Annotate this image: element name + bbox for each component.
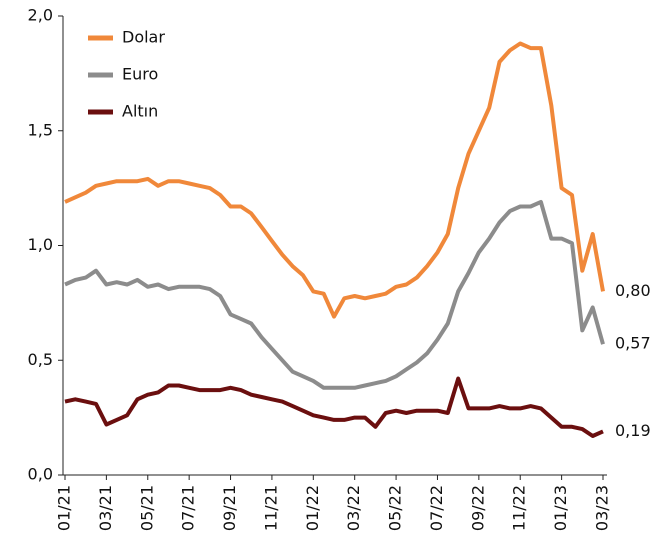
legend-label: Dolar <box>122 28 165 47</box>
x-tick-label: 03/22 <box>344 485 363 531</box>
x-tick-label: 11/22 <box>510 485 529 531</box>
y-tick-label: 0,5 <box>28 350 53 369</box>
end-label: 0,57 <box>615 334 651 353</box>
x-tick-label: 09/21 <box>220 485 239 531</box>
end-label: 0,80 <box>615 281 651 300</box>
x-tick-label: 09/22 <box>468 485 487 531</box>
x-tick-label: 05/22 <box>386 485 405 531</box>
line-series <box>64 41 605 319</box>
y-tick-label: 1,5 <box>28 120 53 139</box>
y-tick-label: 1,0 <box>28 235 53 254</box>
x-tick-label: 03/23 <box>593 485 612 531</box>
x-tick-label: 01/23 <box>551 485 570 531</box>
end-label: 0,19 <box>615 421 651 440</box>
x-tick-label: 01/21 <box>55 485 74 531</box>
line-series <box>64 376 604 438</box>
y-tick-label: 2,0 <box>28 6 53 25</box>
x-tick-label: 01/22 <box>303 485 322 531</box>
legend-label: Altın <box>122 102 158 121</box>
legend-label: Euro <box>122 65 158 84</box>
x-tick-label: 11/21 <box>261 485 280 531</box>
x-tick-label: 07/21 <box>179 485 198 531</box>
x-tick-label: 07/22 <box>427 485 446 531</box>
x-tick-label: 03/21 <box>96 485 115 531</box>
x-tick-label: 05/21 <box>137 485 156 531</box>
line-series <box>64 199 605 390</box>
y-tick-label: 0,0 <box>28 465 53 484</box>
